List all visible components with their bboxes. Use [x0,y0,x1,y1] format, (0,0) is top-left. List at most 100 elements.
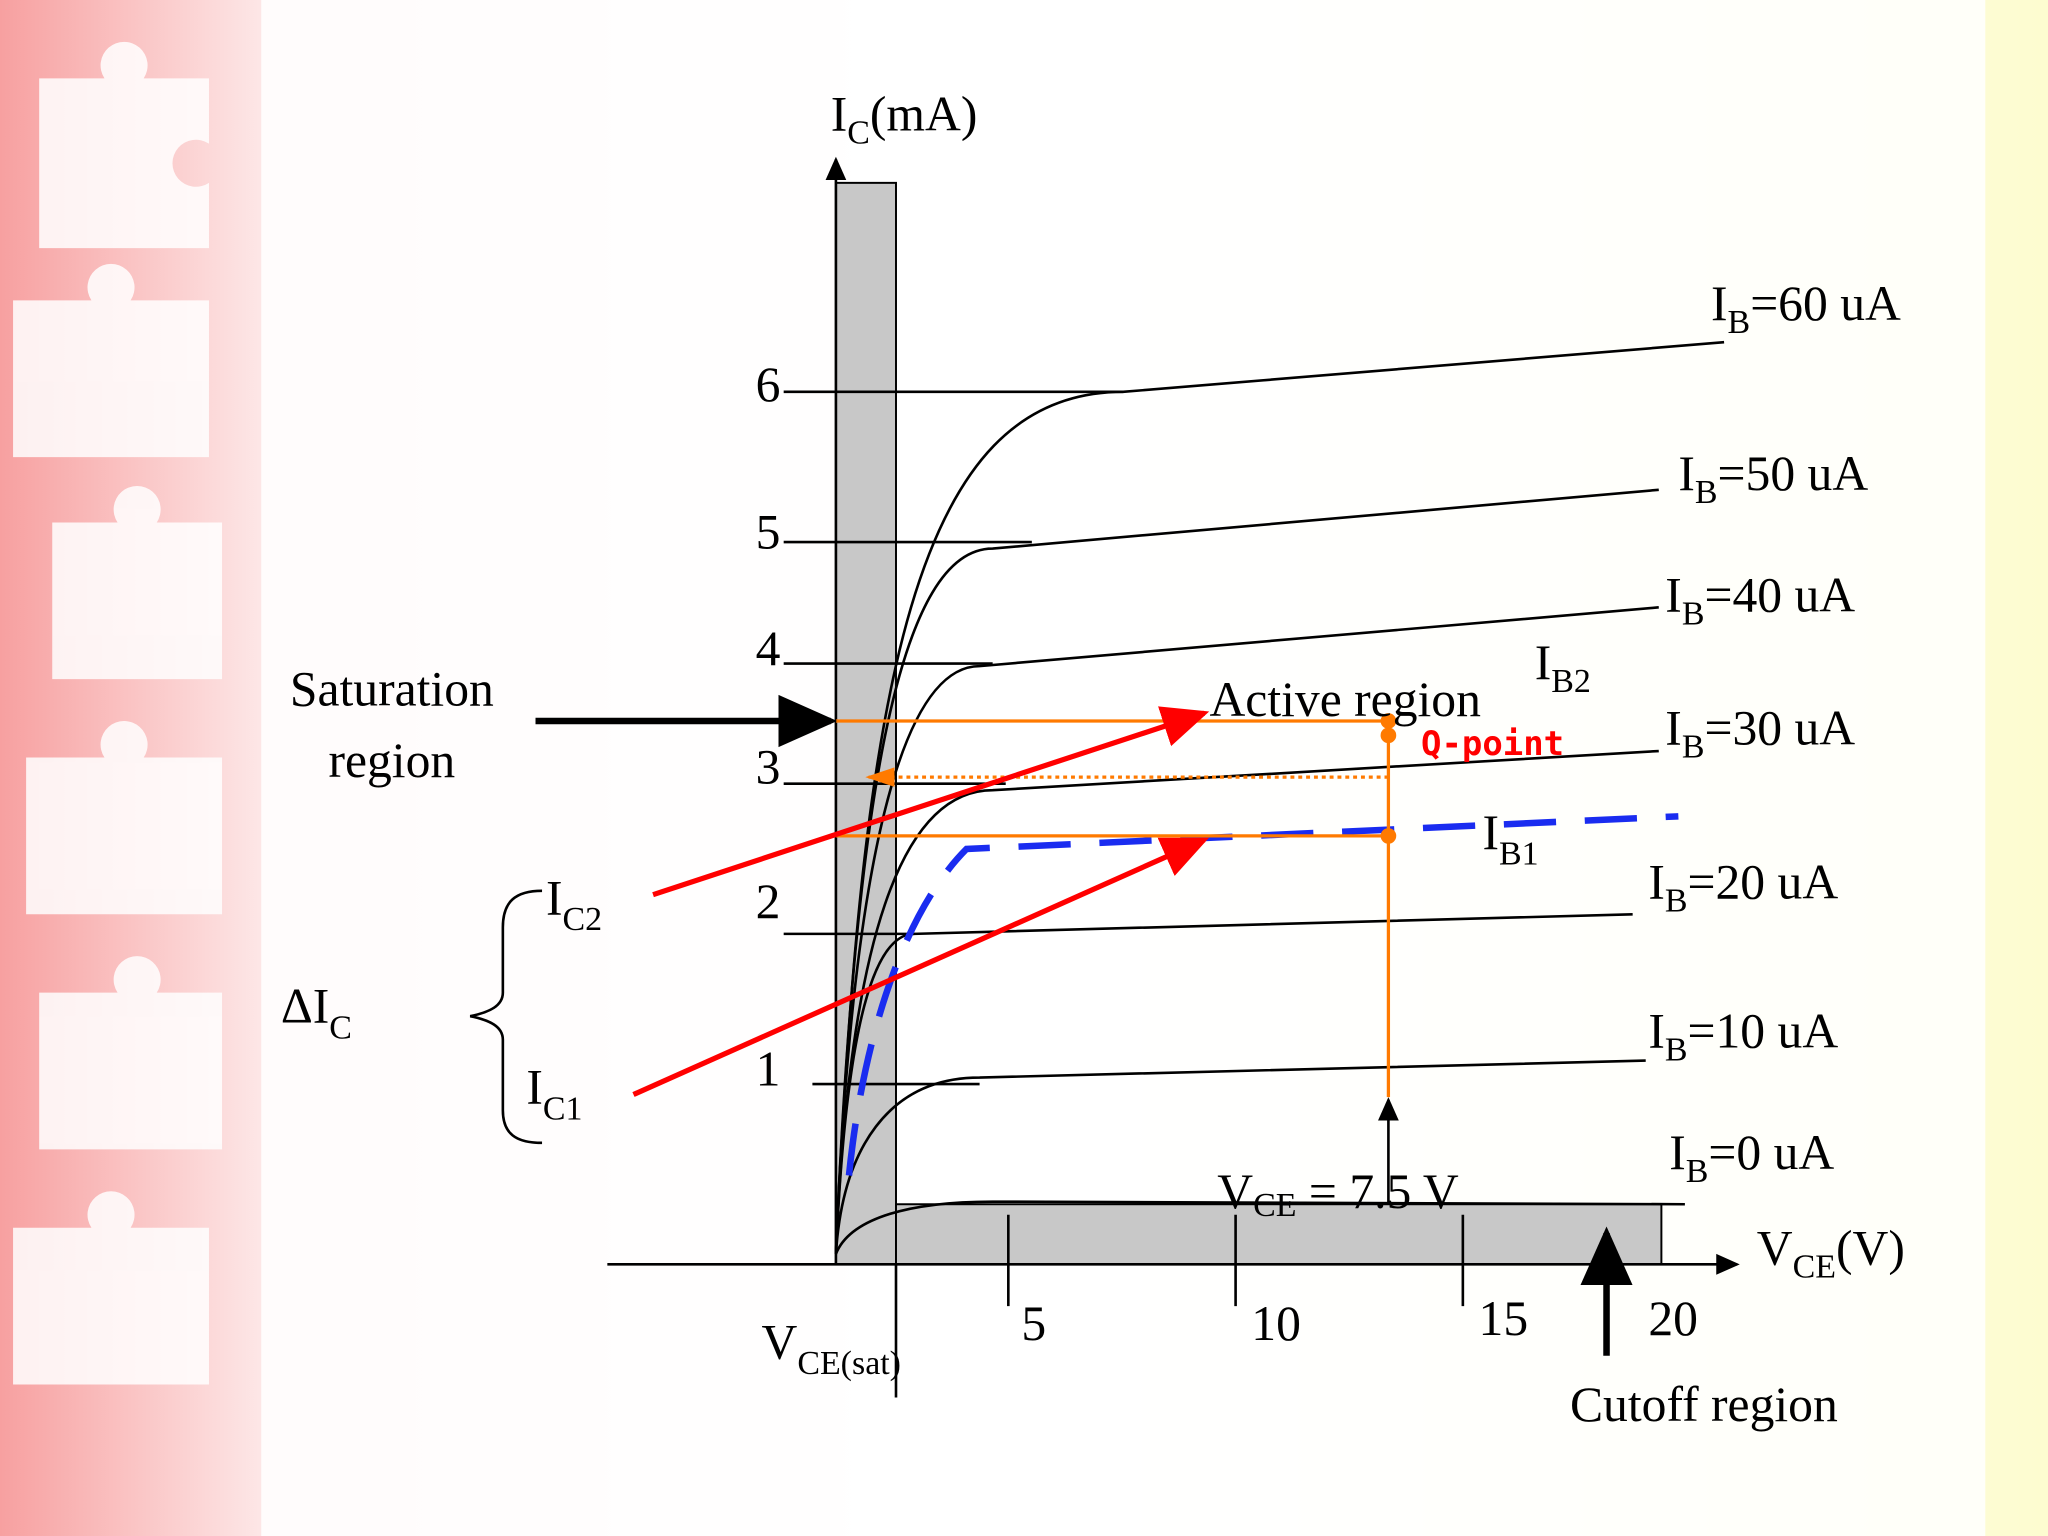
text-part: I [546,870,563,925]
curve-label-part: =40 uA [1704,567,1855,622]
curve-label: IB=0 uA [1669,1125,1834,1190]
shape [834,606,1659,1254]
text-part: C1 [543,1090,583,1127]
y-tick-label: 2 [756,874,781,929]
shape [834,1200,1685,1255]
delta-ic-brace [469,889,543,1145]
curve-label-part: B [1682,729,1705,766]
shape [13,1191,209,1385]
vce-q-label: VCE = 7.5 V [1217,1164,1459,1224]
curve-label-part: B [1665,1032,1688,1069]
text-part: B2 [1551,663,1591,700]
shape [834,912,1633,1254]
delta-ic-label: ΔIC [281,979,352,1047]
x-tick-label: 20 [1648,1291,1698,1346]
text-part: V [761,1314,797,1369]
text-part: C2 [562,901,602,938]
shape [834,1059,1646,1254]
text-part: C [847,115,870,152]
x-tick-label: 15 [1479,1291,1529,1346]
x-tick-label: 10 [1251,1296,1301,1351]
curve-label: IB=10 uA [1648,1004,1838,1069]
curve-label-part: B [1695,474,1718,511]
curve-label: IB=20 uA [1648,855,1838,920]
puzzle-decoration [13,41,223,1385]
shape [13,263,209,458]
curve-label-part: I [1665,700,1682,755]
curve-label-part: B [1682,595,1705,632]
background-panel [261,0,1986,1536]
y-tick-label: 6 [756,357,781,412]
shape [1380,727,1397,744]
curve-label-part: =10 uA [1687,1004,1838,1059]
text-part: I [1535,635,1552,690]
curve-label-part: I [1648,855,1665,910]
curve-label-part: B [1686,1153,1709,1190]
text-part: CE(sat) [797,1345,901,1382]
y-tick-labels: 1 2 3 4 5 6 [756,357,781,1096]
shape [26,721,223,915]
ib-curves [834,340,1725,1255]
curve-label-part: =60 uA [1750,276,1901,331]
curve-label: IB=30 uA [1665,700,1855,765]
shape [39,41,209,249]
y-tick-label: 4 [756,621,781,676]
ib1-label: IB1 [1482,805,1538,873]
text-part: C [329,1009,352,1046]
curve-label-part: I [1678,446,1695,501]
y-tick-label: 5 [756,505,781,560]
ic2-label: IC2 [546,870,602,938]
cutoff-label: Cutoff region [1570,1377,1838,1432]
shape [39,956,223,1150]
shape [52,485,223,680]
text-part: (V) [1836,1220,1905,1275]
curve-label-part: I [1665,567,1682,622]
text-part: I [526,1060,543,1115]
text-part: = 7.5 V [1297,1164,1459,1219]
active-region-label: Active region [1209,672,1481,727]
y-tick-label: 3 [756,740,781,795]
ib2-label: IB2 [1535,635,1591,700]
curve-label-part: B [1728,304,1751,341]
text-part: V [1757,1220,1793,1275]
curve-label: IB=40 uA [1665,567,1855,632]
vce-sat-label: VCE(sat) [761,1314,901,1382]
y-tick-lines [783,390,1124,1086]
text-part: I [1482,805,1499,860]
text-part: V [1217,1164,1253,1219]
text-part: CE [1793,1248,1836,1285]
curve-label: IB=50 uA [1678,446,1868,511]
curve-label-part: B [1665,883,1688,920]
text-part: B1 [1499,836,1539,873]
y-tick-label: 1 [756,1041,781,1096]
ic1-label: IC1 [526,1060,582,1128]
curve-label-part: =30 uA [1704,700,1855,755]
x-tick-label: 5 [1021,1296,1046,1351]
q-point-label: Q-point [1421,724,1564,764]
x-axis-label: VCE(V) [1757,1220,1905,1285]
saturation-label: region [328,733,455,788]
ic2-arrow [652,706,1210,898]
text-part: I [831,87,848,142]
shape [1380,713,1397,729]
q-points [1380,713,1397,844]
ic1-arrow [632,837,1210,1097]
text-part: (mA) [870,87,978,142]
y-axis-label: IC(mA) [831,87,978,152]
curve-label-part: I [1648,1004,1665,1059]
saturation-label: Saturation [290,661,494,716]
curve-label-part: =0 uA [1708,1125,1834,1180]
curve-label-part: =50 uA [1718,446,1869,501]
shape [1380,828,1397,844]
text-part: ΔI [281,979,329,1034]
curve-label-part: I [1669,1125,1686,1180]
text-part: CE [1253,1187,1296,1224]
curve-label-part: =20 uA [1687,855,1838,910]
x-tick-labels: 5 10 15 20 [1021,1291,1698,1351]
q-point-construction [835,715,1391,1098]
curve-label-part: I [1711,276,1728,331]
curve-label: IB=60 uA [1711,276,1901,341]
